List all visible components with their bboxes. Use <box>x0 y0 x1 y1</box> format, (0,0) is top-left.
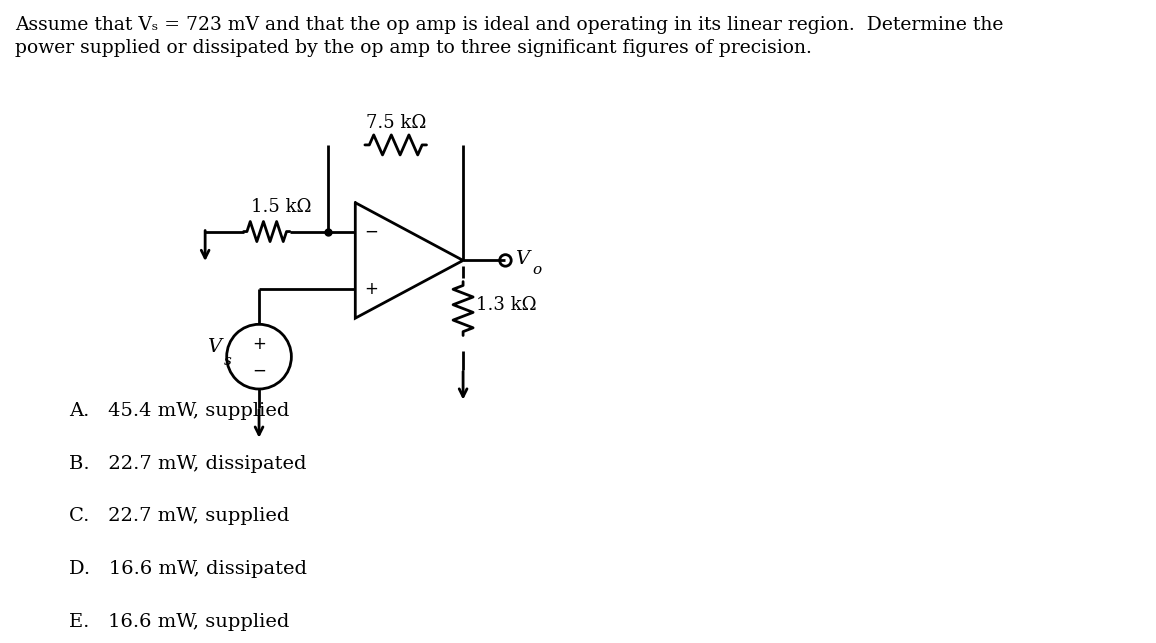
Text: 1.3 kΩ: 1.3 kΩ <box>476 296 536 314</box>
Text: D.   16.6 mW, dissipated: D. 16.6 mW, dissipated <box>69 560 307 578</box>
Text: $-$: $-$ <box>364 223 378 240</box>
Text: $+$: $+$ <box>364 281 378 298</box>
Text: E.   16.6 mW, supplied: E. 16.6 mW, supplied <box>69 613 290 631</box>
Text: V: V <box>207 338 222 356</box>
Text: Assume that Vₛ = 723 mV and that the op amp is ideal and operating in its linear: Assume that Vₛ = 723 mV and that the op … <box>15 16 1003 34</box>
Text: o: o <box>533 262 541 276</box>
Text: $-$: $-$ <box>252 361 266 378</box>
Text: s: s <box>224 354 232 368</box>
Text: C.   22.7 mW, supplied: C. 22.7 mW, supplied <box>69 507 290 525</box>
Text: V: V <box>516 250 529 268</box>
Text: B.   22.7 mW, dissipated: B. 22.7 mW, dissipated <box>69 455 306 473</box>
Text: A.   45.4 mW, supplied: A. 45.4 mW, supplied <box>69 402 290 420</box>
Text: 1.5 kΩ: 1.5 kΩ <box>251 198 312 216</box>
Text: $+$: $+$ <box>252 336 266 353</box>
Text: power supplied or dissipated by the op amp to three significant figures of preci: power supplied or dissipated by the op a… <box>15 39 812 57</box>
Text: 7.5 kΩ: 7.5 kΩ <box>365 114 425 132</box>
